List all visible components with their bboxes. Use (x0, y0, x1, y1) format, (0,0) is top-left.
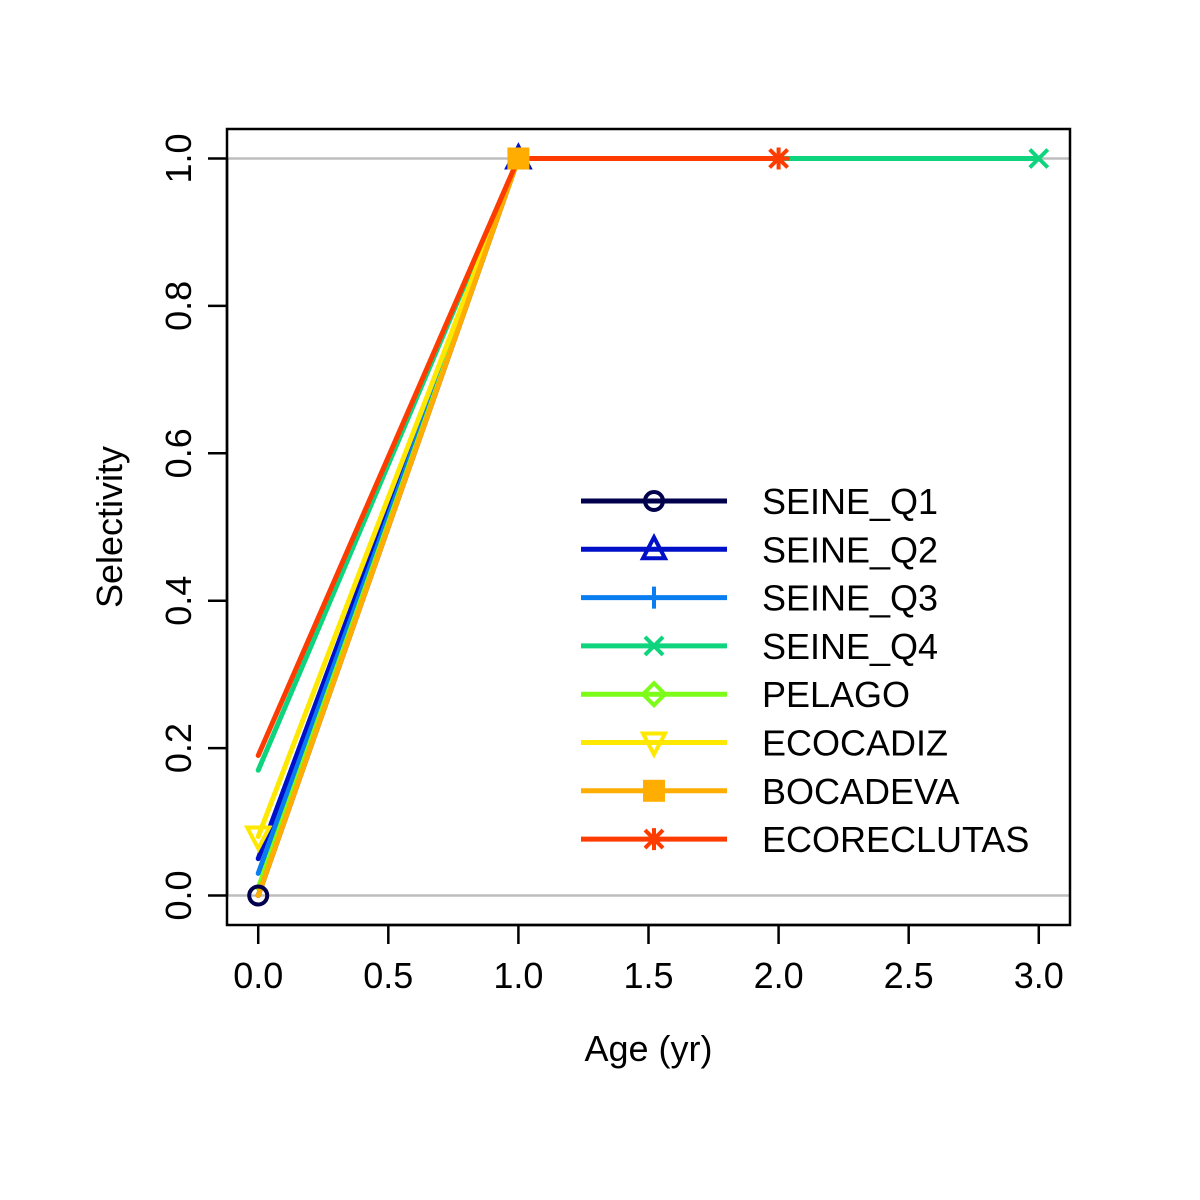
legend-marker (639, 532, 669, 561)
x-tick-label: 0.5 (363, 955, 413, 996)
data-point (767, 147, 790, 170)
x-tick-label: 2.0 (754, 955, 804, 996)
series-line (255, 155, 521, 840)
legend-item: SEINE_Q1 (581, 481, 938, 522)
legend-marker (643, 635, 665, 657)
legend-item: BOCADEVA (581, 771, 959, 812)
legend-item: SEINE_Q4 (581, 626, 938, 667)
y-tick-label: 0.0 (158, 870, 199, 920)
legend-label: ECOCADIZ (762, 723, 948, 764)
series-line (255, 155, 1042, 773)
data-point (507, 147, 530, 170)
y-tick-label: 1.0 (158, 133, 199, 183)
y-axis: 0.0 0.2 0.4 0.6 0.8 1.0 (158, 133, 229, 921)
x-tick-label: 0.0 (233, 955, 283, 996)
y-tick-label: 0.6 (158, 428, 199, 478)
legend-marker (643, 586, 665, 609)
x-tick-label: 3.0 (1014, 955, 1064, 996)
legend-item: ECORECLUTAS (581, 819, 1029, 860)
x-tick-label: 1.0 (493, 955, 543, 996)
legend-label: ECORECLUTAS (762, 819, 1029, 860)
series-lines (255, 155, 1042, 899)
data-point (243, 825, 273, 853)
legend-label: SEINE_Q4 (762, 626, 938, 667)
x-tick-label: 1.5 (623, 955, 673, 996)
legend-item: ECOCADIZ (581, 723, 948, 764)
legend-marker (643, 490, 665, 512)
legend-marker (640, 680, 668, 709)
x-axis: 0.0 0.5 1.0 1.5 2.0 2.5 3.0 (233, 923, 1064, 996)
y-tick-label: 0.2 (158, 723, 199, 773)
series-markers (243, 142, 1050, 907)
data-point (247, 884, 270, 907)
x-axis-title: Age (yr) (584, 1028, 712, 1069)
y-tick-label: 0.8 (158, 281, 199, 331)
legend-marker (643, 779, 665, 802)
legend: SEINE_Q1 SEINE_Q2 SEINE_Q3 SEINE_Q4 PELAGO EC… (581, 481, 1029, 860)
legend-label: SEINE_Q3 (762, 578, 938, 619)
series-line (255, 155, 521, 899)
legend-marker (639, 731, 669, 759)
legend-label: SEINE_Q2 (762, 529, 938, 570)
legend-item: PELAGO (581, 674, 910, 715)
legend-label: BOCADEVA (762, 771, 959, 812)
legend-marker (643, 828, 665, 851)
legend-label: PELAGO (762, 674, 910, 715)
legend-label: SEINE_Q1 (762, 481, 938, 522)
y-tick-label: 0.4 (158, 576, 199, 626)
legend-item: SEINE_Q3 (581, 578, 938, 619)
legend-item: SEINE_Q2 (581, 529, 938, 570)
y-axis-title: Selectivity (89, 446, 130, 608)
data-point (1028, 148, 1050, 169)
x-tick-label: 2.5 (884, 955, 934, 996)
